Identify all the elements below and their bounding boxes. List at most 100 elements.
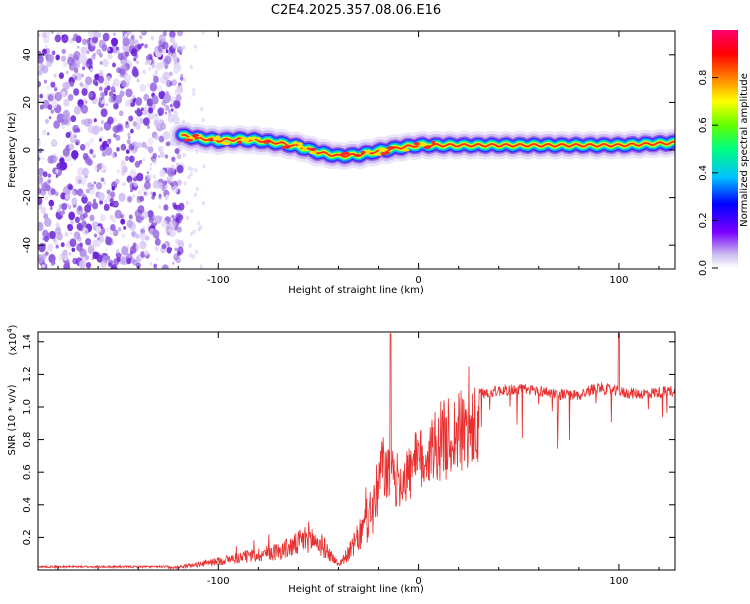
noise-blob [96, 169, 100, 173]
snr-scale-base: (x10 [8, 333, 19, 356]
noise-blob [119, 253, 122, 257]
noise-blob [149, 262, 153, 266]
noise-blob [50, 31, 54, 34]
noise-blob [71, 150, 79, 160]
noise-blob [151, 64, 156, 69]
noise-blob [193, 192, 197, 198]
ridge-peak [366, 149, 371, 153]
noise-blob [132, 259, 138, 266]
noise-blob [125, 155, 130, 161]
noise-blob [173, 159, 176, 163]
noise-blob [95, 226, 102, 233]
noise-blob [189, 64, 193, 70]
noise-blob [81, 220, 87, 228]
noise-blob [99, 144, 106, 152]
noise-blob [122, 37, 130, 47]
ridge-peak [293, 141, 298, 145]
noise-blob [128, 214, 133, 220]
noise-blob [88, 185, 96, 195]
noise-blob [38, 221, 44, 232]
noise-blob [124, 33, 128, 38]
noise-blob [107, 47, 111, 52]
noise-blob [156, 257, 159, 261]
noise-blob [67, 94, 74, 101]
noise-blob [150, 214, 156, 222]
noise-blob [144, 61, 148, 65]
noise-blob [127, 196, 132, 203]
noise-blob [156, 85, 163, 93]
noise-blob [62, 114, 67, 121]
noise-blob [119, 74, 123, 78]
noise-blob [107, 53, 113, 60]
noise-blob [92, 153, 96, 159]
noise-blob [102, 255, 110, 264]
noise-blob [76, 206, 84, 216]
noise-blob [81, 167, 89, 177]
noise-blob [80, 46, 87, 55]
noise-blob [48, 199, 55, 207]
noise-blob [47, 54, 54, 63]
noise-blob [38, 80, 42, 88]
noise-blob [63, 61, 68, 67]
noise-blob [47, 94, 54, 102]
noise-blob [52, 155, 58, 163]
noise-blob [89, 214, 95, 222]
spectrogram-ytick-label: -20 [22, 189, 33, 205]
noise-blob [152, 152, 157, 159]
noise-blob [61, 91, 66, 97]
snr-scale-label: (x104) [6, 324, 19, 355]
noise-blob [43, 79, 48, 84]
noise-blob [143, 191, 147, 196]
noise-blob [172, 65, 180, 75]
noise-blob [144, 43, 148, 49]
noise-blob [73, 67, 79, 74]
noise-blob [157, 107, 165, 116]
noise-blob [118, 110, 124, 117]
ridge-peak [237, 140, 242, 144]
noise-blob [80, 176, 87, 186]
noise-blob [116, 67, 121, 74]
noise-blob [98, 87, 102, 91]
ridge-peak [221, 141, 231, 146]
noise-blob [81, 88, 88, 96]
noise-blob [166, 141, 171, 147]
noise-blob [71, 247, 76, 252]
noise-blob [46, 132, 50, 136]
noise-blob [63, 98, 70, 107]
noise-blob [57, 208, 61, 213]
noise-blob [102, 58, 109, 68]
noise-blob [74, 76, 78, 80]
noise-blob [82, 66, 86, 71]
noise-blob [143, 117, 150, 126]
noise-blob [84, 76, 93, 86]
noise-blob [55, 222, 60, 228]
noise-blob [135, 215, 142, 223]
noise-blob [42, 99, 50, 109]
noise-blob [128, 37, 136, 47]
noise-blob [133, 181, 138, 187]
noise-blob [122, 182, 126, 186]
noise-blob [107, 116, 114, 125]
noise-blob [81, 255, 88, 263]
noise-blob [51, 50, 56, 56]
noise-blob [40, 206, 47, 214]
snr-scale-close: ) [8, 324, 19, 328]
noise-blob [67, 224, 70, 228]
noise-blob [137, 189, 142, 196]
noise-blob [116, 256, 121, 263]
noise-blob [125, 121, 129, 125]
noise-blob [154, 215, 162, 224]
noise-blob [150, 191, 154, 195]
ridge-peak [208, 138, 214, 142]
noise-blob [129, 169, 137, 178]
noise-blob [39, 93, 44, 99]
noise-blob [45, 184, 51, 192]
noise-blob [43, 235, 49, 242]
noise-blob [89, 148, 94, 155]
noise-blob [67, 183, 73, 190]
snr-line [38, 333, 675, 570]
noise-blob [169, 247, 173, 251]
noise-blob [108, 96, 114, 103]
noise-blob [153, 161, 157, 165]
